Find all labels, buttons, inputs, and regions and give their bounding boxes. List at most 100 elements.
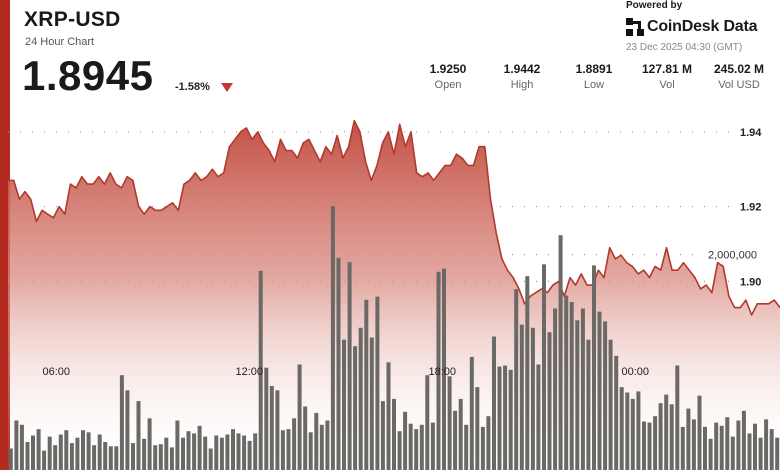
volume-bar bbox=[286, 429, 291, 470]
stat-high-label: High bbox=[510, 79, 534, 91]
volume-bar bbox=[514, 289, 519, 470]
current-price: 1.8945 bbox=[22, 52, 154, 99]
volume-bar bbox=[619, 387, 624, 470]
volume-bar bbox=[375, 296, 380, 470]
volume-bar bbox=[458, 398, 463, 470]
volume-bar bbox=[58, 434, 63, 470]
volume-bar bbox=[686, 408, 691, 470]
volume-bar bbox=[319, 424, 324, 470]
volume-bar bbox=[608, 339, 613, 470]
brand-name: CoinDesk Data bbox=[647, 18, 758, 35]
volume-bar bbox=[147, 418, 152, 470]
volume-bar bbox=[603, 321, 608, 470]
volume-bar bbox=[42, 450, 47, 470]
volume-bar bbox=[425, 375, 430, 470]
stat-volume-usd-label: Vol USD bbox=[718, 79, 760, 91]
volume-bar bbox=[547, 332, 552, 470]
volume-bar bbox=[297, 364, 302, 470]
volume-bar bbox=[181, 437, 185, 470]
volume-bar bbox=[542, 264, 546, 470]
volume-bar bbox=[314, 412, 319, 470]
volume-bar bbox=[597, 311, 602, 470]
volume-bar bbox=[253, 433, 258, 470]
volume-bar bbox=[403, 411, 408, 470]
volume-bar bbox=[31, 435, 35, 470]
chart-title: XRP-USD bbox=[24, 8, 121, 31]
volume-bar bbox=[231, 429, 235, 470]
volume-bar bbox=[119, 375, 124, 470]
stat-low-value: 1.8891 bbox=[575, 62, 613, 76]
volume-bar bbox=[697, 395, 702, 470]
volume-bar bbox=[503, 365, 508, 470]
stat-open: 1.9250 Open bbox=[408, 62, 488, 91]
volume-bar bbox=[275, 390, 280, 470]
y-tick-label: 1.94 bbox=[740, 127, 762, 139]
volume-bar bbox=[753, 423, 757, 470]
stat-volume: 127.81 M Vol bbox=[627, 62, 707, 91]
volume-bar bbox=[336, 257, 341, 470]
volume-bar bbox=[680, 426, 685, 470]
volume-bar bbox=[730, 436, 735, 470]
volume-bar bbox=[242, 435, 247, 470]
volume-bar bbox=[614, 355, 619, 470]
volume-bar bbox=[636, 391, 641, 470]
volume-bar bbox=[108, 446, 113, 470]
x-tick-label: 00:00 bbox=[621, 366, 649, 378]
stat-volume-usd: 245.02 M Vol USD bbox=[699, 62, 779, 91]
volume-bar bbox=[269, 386, 274, 470]
volume-bar bbox=[747, 433, 752, 470]
volume-bar bbox=[736, 420, 741, 470]
volume-bar bbox=[469, 356, 474, 470]
y-tick-label: 1.90 bbox=[740, 276, 761, 288]
volume-bar bbox=[764, 419, 769, 470]
volume-bar bbox=[653, 416, 658, 470]
volume-bar bbox=[392, 398, 396, 470]
volume-bar bbox=[442, 268, 446, 470]
volume-bar bbox=[292, 418, 297, 470]
volume-bar bbox=[586, 339, 591, 470]
volume-bar bbox=[519, 324, 524, 470]
volume-bar bbox=[386, 362, 391, 470]
powered-by-label: Powered by bbox=[626, 0, 683, 11]
volume-bar bbox=[558, 235, 563, 470]
volume-bar bbox=[497, 366, 502, 470]
stat-high: 1.9442 High bbox=[482, 62, 562, 91]
volume-bar bbox=[508, 369, 513, 470]
volume-bar bbox=[769, 429, 774, 470]
volume-bar bbox=[64, 430, 69, 470]
volume-bar bbox=[8, 448, 13, 470]
chart-timestamp: 23 Dec 2025 04:30 (GMT) bbox=[626, 42, 743, 53]
volume-bar bbox=[369, 337, 374, 470]
volume-bar bbox=[197, 425, 202, 470]
volume-axis-label: 2,000,000 bbox=[708, 250, 757, 262]
volume-bar bbox=[408, 423, 413, 470]
volume-bar bbox=[664, 394, 669, 470]
volume-bar bbox=[447, 376, 452, 470]
volume-bar bbox=[258, 270, 263, 470]
volume-bar bbox=[36, 429, 41, 470]
volume-bar bbox=[225, 434, 230, 470]
volume-bar bbox=[569, 302, 574, 470]
volume-bar bbox=[714, 422, 719, 470]
volume-bar bbox=[475, 387, 480, 470]
volume-bar bbox=[25, 442, 30, 470]
volume-bar bbox=[464, 424, 469, 470]
price-line bbox=[8, 119, 780, 316]
volume-bar bbox=[158, 444, 163, 470]
volume-bar bbox=[741, 410, 746, 470]
volume-bar bbox=[553, 308, 558, 470]
volume-bar bbox=[203, 436, 208, 470]
volume-bar bbox=[175, 420, 180, 470]
volume-bar bbox=[92, 445, 97, 470]
brand-logo: CoinDesk Data bbox=[626, 18, 758, 36]
volume-bar bbox=[19, 424, 24, 470]
volume-bar bbox=[131, 443, 135, 470]
volume-bar bbox=[358, 327, 363, 470]
volume-bar bbox=[430, 422, 435, 470]
volume-bar bbox=[325, 420, 330, 470]
chart-subtitle: 24 Hour Chart bbox=[25, 36, 95, 48]
volume-bar bbox=[347, 262, 352, 470]
volume-bar bbox=[153, 445, 158, 470]
volume-bar bbox=[169, 447, 174, 470]
volume-bar bbox=[136, 401, 141, 470]
